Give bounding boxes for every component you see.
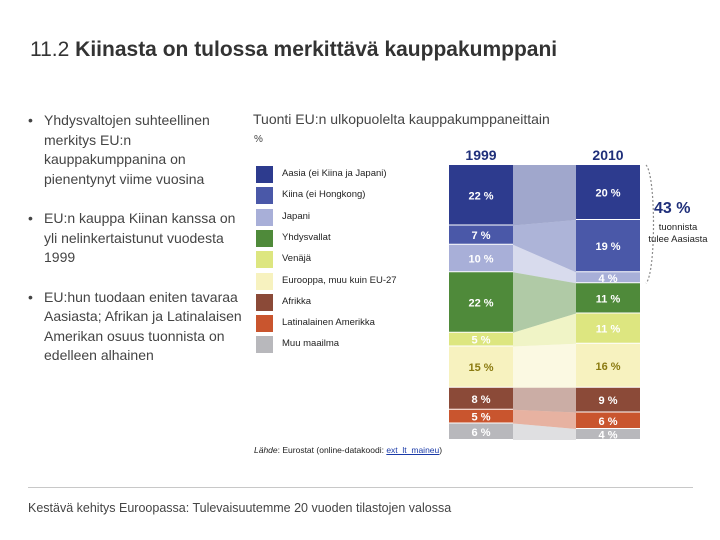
- bar-segment: [576, 387, 640, 412]
- legend-label: Afrikka: [282, 295, 312, 307]
- bullet-text: Yhdysvaltojen suhteellinen merkitys EU:n…: [44, 112, 210, 187]
- legend-label: Venäjä: [282, 253, 312, 265]
- bullet-list: • Yhdysvaltojen suhteellinen merkitys EU…: [28, 111, 243, 386]
- data-label: 16 %: [595, 361, 620, 373]
- data-label: 11 %: [596, 293, 621, 305]
- data-label: 7 %: [472, 230, 491, 242]
- data-label: 15 %: [468, 362, 493, 374]
- category-label: 2010: [592, 147, 623, 163]
- title-text: Kiinasta on tulossa merkittävä kauppakum…: [75, 38, 558, 61]
- bar-segment: [449, 423, 513, 439]
- series-connector: [513, 272, 576, 333]
- bar-segment: [449, 346, 513, 387]
- legend-swatch: [256, 315, 273, 333]
- data-label: 5 %: [472, 412, 491, 424]
- bar-segment: [449, 332, 513, 346]
- bullet-dot-icon: •: [28, 288, 33, 305]
- bar-segment: [449, 225, 513, 244]
- source-prefix: Lähde: [254, 445, 278, 455]
- title-number: 11.2: [30, 38, 70, 61]
- legend-swatch: [256, 229, 273, 247]
- data-label: 8 %: [472, 394, 491, 406]
- bar-segment: [576, 220, 640, 272]
- bar-segment: [576, 412, 640, 428]
- bar-segment: [449, 409, 513, 423]
- series-connector: [513, 220, 576, 273]
- data-label: 19 %: [595, 241, 620, 253]
- chart-title: Tuonti EU:n ulkopuolelta kauppakumppanei…: [253, 111, 550, 127]
- source-link[interactable]: ext_lt_maineu: [386, 445, 440, 455]
- bullet-item: • EU:hun tuodaan eniten tavaraa Aasiasta…: [28, 288, 243, 366]
- source-note: Lähde: Eurostat (online-datakoodi: ext_l…: [254, 445, 442, 455]
- legend-label: Eurooppa, muu kuin EU-27: [282, 274, 397, 286]
- bullet-dot-icon: •: [28, 210, 33, 226]
- series-connector: [513, 244, 576, 284]
- bullet-item: • Yhdysvaltojen suhteellinen merkitys EU…: [28, 111, 243, 189]
- data-label: 20 %: [595, 188, 620, 200]
- data-label: 22 %: [468, 190, 493, 202]
- bullet-text: EU:n kauppa Kiinan kanssa on yli nelinke…: [44, 210, 236, 265]
- source-text: : Eurostat (online-datakoodi:: [277, 445, 387, 455]
- legend-swatch: [256, 293, 273, 311]
- legend-swatch: [256, 336, 273, 354]
- bar-segment: [576, 283, 640, 313]
- data-label: 6 %: [472, 427, 491, 439]
- data-label: 11 %: [596, 324, 621, 336]
- data-label: 5 %: [472, 335, 491, 347]
- bar-segment: [576, 313, 640, 343]
- data-label: 22 %: [468, 298, 493, 310]
- legend-swatch: [256, 187, 273, 205]
- footer-text: Kestävä kehitys Euroopassa: Tulevaisuute…: [28, 501, 452, 515]
- data-label: 6 %: [599, 416, 618, 428]
- series-connector: [513, 423, 576, 440]
- footer-divider: [28, 487, 693, 488]
- asia-share-value: 43 %: [654, 200, 691, 217]
- bullet-text: EU:hun tuodaan eniten tavaraa Aasiasta; …: [44, 288, 242, 364]
- series-connector: [513, 387, 576, 413]
- legend-swatch: [256, 166, 273, 183]
- legend-label: Yhdysvallat: [282, 231, 331, 243]
- legend-label: Muu maailma: [282, 338, 340, 350]
- data-label: 4 %: [599, 273, 618, 285]
- bar-segment: [576, 429, 640, 439]
- chart-unit: %: [254, 134, 263, 145]
- bar-segment: [449, 244, 513, 272]
- legend-swatch: [256, 251, 273, 269]
- page-title: 11.2 Kiinasta on tulossa merkittävä kaup…: [30, 38, 557, 62]
- legend-label: Kiina (ei Hongkong): [282, 189, 366, 201]
- series-connector: [513, 165, 576, 226]
- source-suffix: ): [439, 445, 443, 455]
- bar-segment: [576, 343, 640, 387]
- legend-label: Japani: [282, 210, 310, 222]
- asia-share-note: tuonnista tulee Aasiasta: [648, 222, 708, 245]
- legend-label: Latinalainen Amerikka: [282, 317, 375, 329]
- category-label: 1999: [465, 147, 496, 163]
- data-label: 4 %: [599, 430, 618, 442]
- data-label: 10 %: [468, 254, 493, 266]
- bullet-dot-icon: •: [28, 112, 33, 128]
- series-connector: [513, 409, 576, 429]
- series-connector: [513, 313, 576, 347]
- bar-segment: [449, 387, 513, 409]
- legend-swatch: [256, 272, 273, 290]
- bar-segment: [449, 272, 513, 332]
- series-connector: [513, 343, 576, 388]
- legend-label: Aasia (ei Kiina ja Japani): [282, 168, 387, 179]
- bullet-item: • EU:n kauppa Kiinan kanssa on yli nelin…: [28, 209, 243, 268]
- bar-segment: [449, 165, 513, 225]
- asia-bracket: [645, 164, 655, 284]
- legend-swatch: [256, 208, 273, 226]
- data-label: 9 %: [599, 395, 618, 407]
- bar-segment: [576, 165, 640, 219]
- bar-segment: [576, 272, 640, 283]
